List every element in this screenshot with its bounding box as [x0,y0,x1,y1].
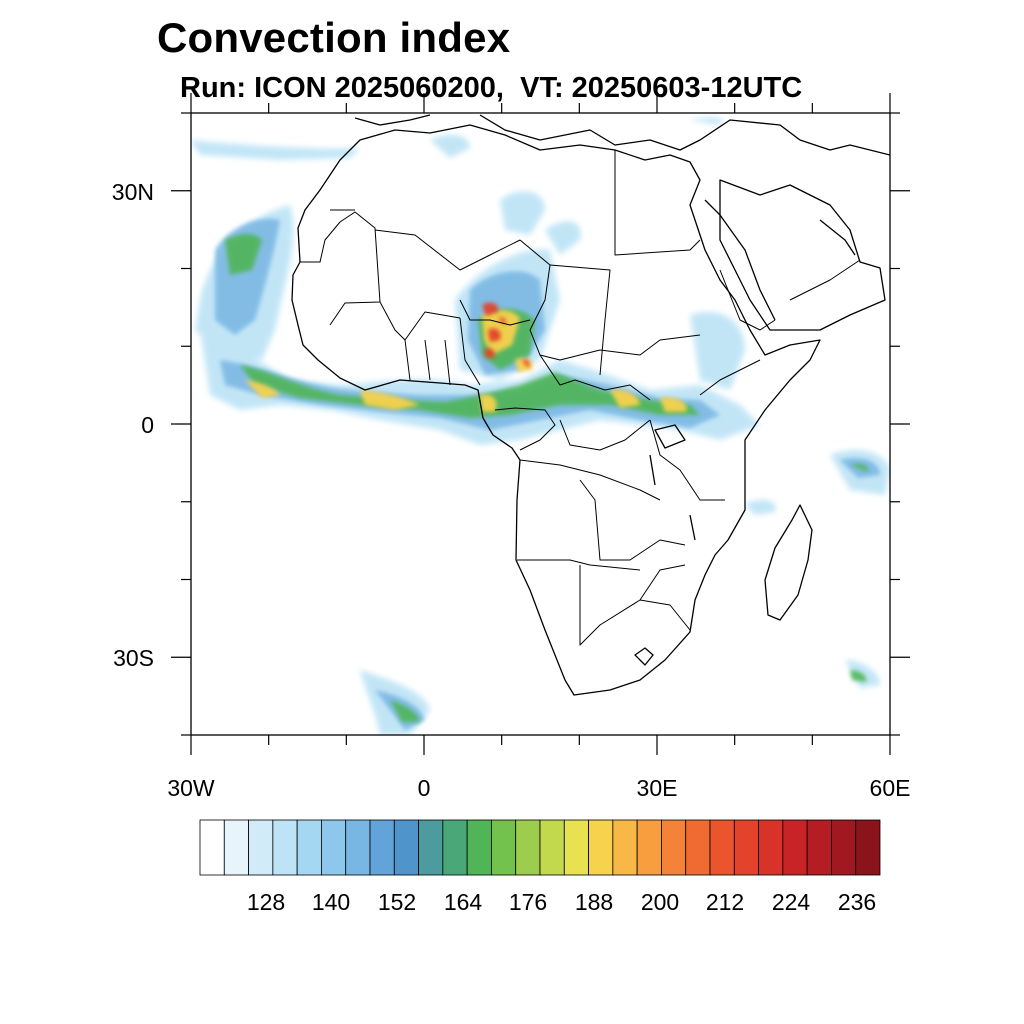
arabian-peninsula [719,179,886,331]
africa-coastline [291,124,821,696]
lake-victoria [654,424,686,449]
lat-label-0: 0 [141,412,154,438]
red-sea [704,199,776,321]
lesotho [634,647,654,666]
chart-subtitle: Run: ICON 2025060200, VT: 20250603-12UTC [180,72,803,104]
colorbar-tick-label: 200 [640,889,680,915]
madagascar [764,504,813,621]
lon-label-60e: 60E [869,775,911,801]
colorbar-tick-label: 236 [837,889,877,915]
mediterranean-coast [479,114,890,156]
lon-label-0: 0 [417,775,431,801]
colorbar-tick-label: 128 [246,889,286,915]
lat-label-30n: 30N [111,179,154,205]
lon-label-30e: 30E [636,775,678,801]
coastline-borders [291,114,890,696]
lake-tanganyika [649,454,656,486]
colorbar-tick-label: 212 [705,889,745,915]
convection-field [191,117,890,735]
lon-label-30w: 30W [167,775,215,801]
colorbar-tick-label: 164 [443,889,483,915]
iberia [354,114,431,126]
colorbar-tick-label: 188 [574,889,614,915]
colorbar-tick-label: 176 [508,889,548,915]
axis-ticks [171,93,910,755]
colorbar-tick-label: 152 [377,889,417,915]
colorbar-tick-label: 224 [771,889,811,915]
colorbar-tick-label: 140 [311,889,351,915]
country-borders [300,150,861,646]
lat-label-30s: 30S [113,645,154,671]
chart-title: Convection index [157,14,511,61]
persian-gulf [819,219,856,256]
lake-nyasa [689,514,696,541]
